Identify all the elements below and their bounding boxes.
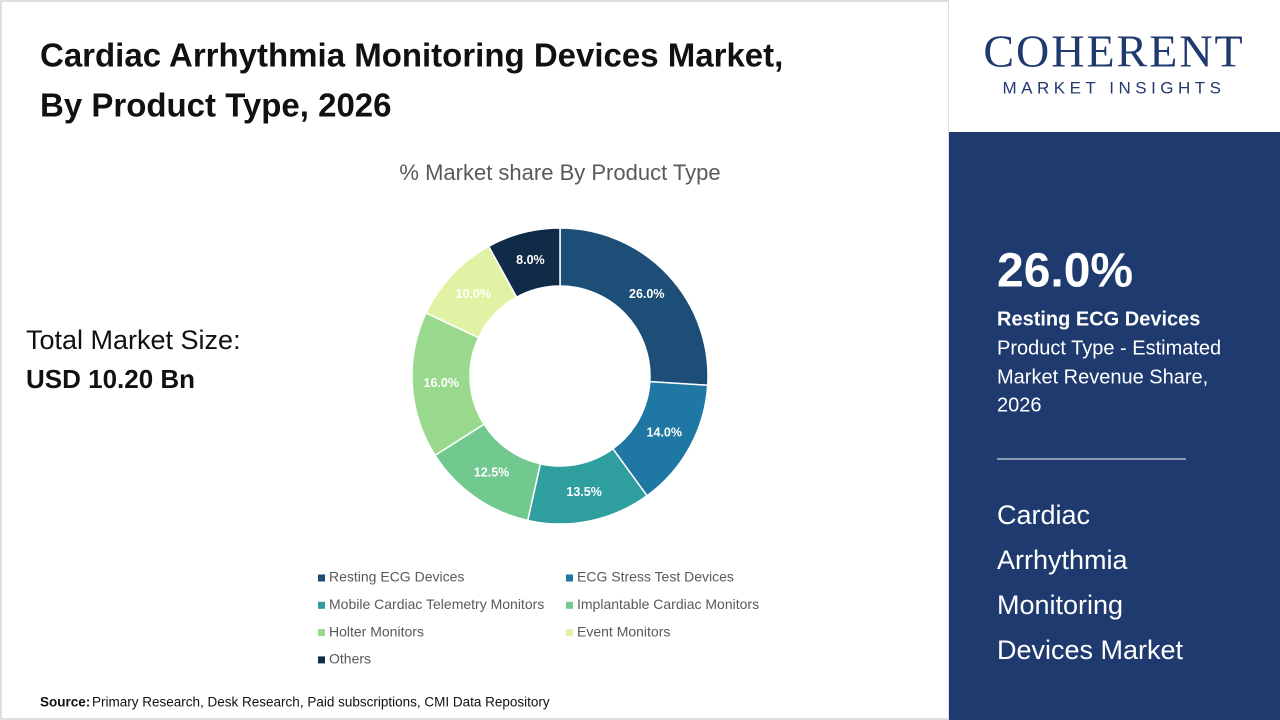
source-label: Source:: [40, 695, 90, 710]
data-label: 26.0%: [629, 287, 664, 301]
donut-slice: [487, 227, 561, 299]
legend-label: Event Monitors: [577, 623, 670, 639]
data-label: 12.5%: [474, 466, 509, 480]
chart-title: % Market share By Product Type: [399, 160, 720, 185]
legend-label: Holter Monitors: [329, 623, 424, 639]
legend-label: Mobile Cardiac Telemetry Monitors: [329, 596, 544, 612]
logo-name: COHERENT: [983, 26, 1244, 77]
highlight-description: Market Revenue Share,: [997, 366, 1208, 388]
legend-swatch: [318, 574, 325, 582]
logo-tagline: MARKET INSIGHTS: [1002, 78, 1225, 97]
data-label: 8.0%: [516, 253, 545, 267]
market-name: Cardiac: [997, 500, 1090, 530]
data-label: 16.0%: [424, 376, 459, 390]
page-title: Cardiac Arrhythmia Monitoring Devices Ma…: [40, 37, 783, 74]
legend-swatch: [566, 574, 573, 582]
logo-area: [949, 0, 1280, 132]
data-label: 10.0%: [456, 287, 491, 301]
data-label: 13.5%: [566, 485, 601, 499]
page-title: By Product Type, 2026: [40, 87, 392, 124]
market-size-value: USD 10.20 Bn: [26, 364, 195, 394]
legend-swatch: [318, 601, 325, 609]
legend-swatch: [318, 656, 325, 664]
market-name: Arrhythmia: [997, 545, 1129, 575]
legend-label: Resting ECG Devices: [329, 569, 464, 585]
highlight-description: 2026: [997, 394, 1042, 416]
market-name: Monitoring: [997, 590, 1123, 620]
legend-label: Others: [329, 651, 371, 667]
legend-label: ECG Stress Test Devices: [577, 569, 734, 585]
content-border: [0, 0, 950, 720]
donut-slice: [559, 227, 709, 387]
legend-swatch: [566, 629, 573, 637]
legend-swatch: [566, 601, 573, 609]
data-label: 14.0%: [647, 426, 682, 440]
highlight-description: Product Type - Estimated: [997, 337, 1221, 359]
highlight-value: 26.0%: [997, 245, 1133, 298]
market-size-label: Total Market Size:: [26, 325, 241, 355]
source-text: Primary Research, Desk Research, Paid su…: [92, 695, 550, 710]
highlight-segment: Resting ECG Devices: [997, 308, 1200, 330]
legend-swatch: [318, 629, 325, 637]
legend-label: Implantable Cardiac Monitors: [577, 596, 759, 612]
sidebar: [949, 132, 1280, 720]
market-name: Devices Market: [997, 635, 1184, 665]
